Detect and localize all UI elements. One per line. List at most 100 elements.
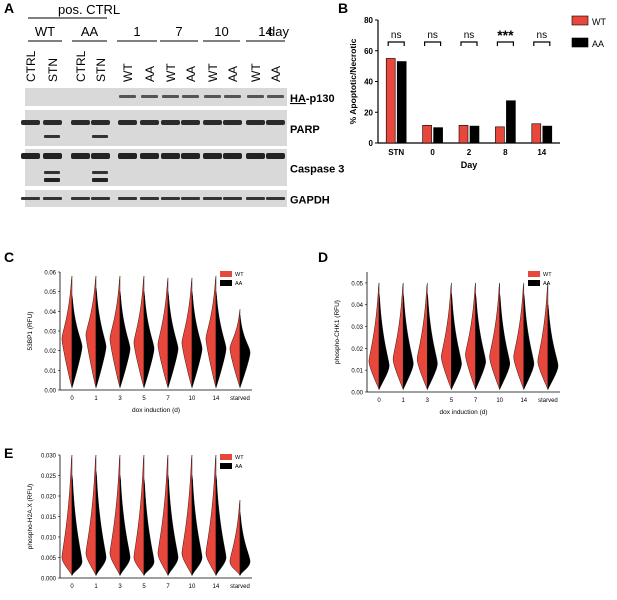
group-label: 10 — [214, 24, 228, 39]
band — [266, 153, 285, 159]
legend-label: AA — [235, 281, 243, 287]
band — [247, 95, 264, 98]
lane-label: STN — [94, 58, 108, 82]
band — [181, 197, 200, 200]
panel-letter-e: E — [4, 445, 13, 461]
header-group-label: pos. CTRL — [58, 2, 120, 17]
y-tick-label: 0.010 — [41, 536, 57, 542]
violin-half — [513, 282, 525, 390]
x-tick-label: 1 — [94, 584, 98, 590]
y-tick-label: 0.04 — [44, 310, 56, 316]
y-axis-label: phospho-CHK1 (RFU) — [334, 300, 341, 364]
y-tick-label: 0.02 — [351, 347, 363, 353]
group-label: AA — [81, 24, 99, 39]
band — [44, 135, 60, 138]
violin-half — [191, 291, 203, 388]
bar — [506, 100, 516, 144]
band — [161, 120, 180, 125]
band — [223, 197, 242, 200]
band — [203, 153, 222, 159]
band — [21, 120, 40, 125]
y-tick-label: 0.00 — [44, 389, 56, 395]
band — [92, 171, 108, 174]
legend-label: AA — [592, 39, 604, 49]
x-tick-label: 1 — [402, 398, 406, 404]
x-tick-label: STN — [388, 148, 404, 157]
y-tick-label: 80 — [364, 16, 373, 25]
y-tick-label: 0.01 — [351, 369, 363, 375]
violin-half — [215, 475, 227, 576]
band — [92, 178, 108, 182]
y-axis-label: phospho-H2A.X (RFU) — [27, 484, 34, 549]
y-tick-label: 20 — [364, 108, 373, 117]
group-label: 14 — [258, 24, 272, 39]
lane-label: WT — [164, 63, 178, 82]
band — [91, 197, 110, 200]
bar — [385, 58, 396, 144]
x-tick-label: 14 — [213, 584, 220, 590]
x-tick-label: 0 — [70, 584, 74, 590]
bar — [433, 127, 443, 144]
significance-label: ns — [464, 30, 475, 41]
bar — [495, 126, 505, 144]
violin-half — [143, 291, 155, 388]
violin-half — [143, 479, 155, 576]
violin-half — [368, 282, 380, 390]
y-tick-label: 0.005 — [41, 556, 57, 562]
violin-half — [547, 304, 559, 390]
legend-swatch — [220, 271, 232, 277]
lane-label: AA — [226, 66, 240, 82]
band-label-prefix: HA — [290, 93, 306, 105]
significance-label: ns — [537, 30, 548, 41]
violin-half — [239, 512, 251, 576]
group-label: WT — [35, 24, 55, 39]
violin-half — [133, 275, 145, 388]
band — [223, 120, 242, 125]
band — [118, 197, 137, 200]
violin-half — [441, 282, 452, 390]
band — [118, 120, 137, 125]
violin-half — [167, 475, 179, 576]
violin-half — [205, 275, 217, 388]
violin-half — [499, 293, 511, 390]
violin-half — [71, 295, 83, 388]
y-tick-label: 0.03 — [351, 325, 363, 331]
band — [140, 197, 159, 200]
band — [246, 120, 265, 125]
legend-swatch — [571, 15, 589, 26]
violin-half — [239, 315, 251, 388]
significance-label: ns — [427, 30, 438, 41]
band-label: Caspase 3 — [290, 164, 344, 176]
x-tick-label: 3 — [426, 398, 430, 404]
band — [44, 171, 60, 174]
legend-swatch — [220, 454, 232, 460]
lane-label: AA — [143, 66, 157, 82]
legend-swatch — [220, 280, 232, 286]
y-tick-label: 0.025 — [41, 474, 57, 480]
band-label: PARP — [290, 124, 320, 136]
x-tick-label: 8 — [503, 148, 508, 157]
violin-chart-53bp1: 0.00 0.01 0.02 0.03 0.04 0.05 0.06 53BP1 (RFU) d… — [27, 271, 252, 414]
x-tick-label: 14 — [520, 398, 527, 404]
significance-bracket — [424, 41, 442, 46]
violin-half — [427, 293, 438, 390]
violin-half — [475, 293, 486, 390]
band-label-text: -p130 — [306, 93, 335, 105]
y-tick-label: 0.00 — [351, 391, 363, 397]
x-tick-label: starved — [230, 584, 250, 590]
x-tick-label: 5 — [142, 396, 146, 402]
x-tick-label: 3 — [118, 584, 122, 590]
violin-half — [109, 454, 121, 576]
legend-swatch — [220, 463, 232, 469]
violin-half — [537, 282, 549, 390]
band — [92, 135, 108, 138]
band — [267, 95, 284, 98]
band — [203, 120, 222, 125]
band — [140, 153, 159, 159]
violin-half — [157, 277, 169, 388]
significance-bracket — [496, 41, 514, 46]
band — [181, 120, 200, 125]
y-tick-label: 0 — [369, 139, 374, 148]
panel-letter-d: D — [318, 249, 328, 265]
